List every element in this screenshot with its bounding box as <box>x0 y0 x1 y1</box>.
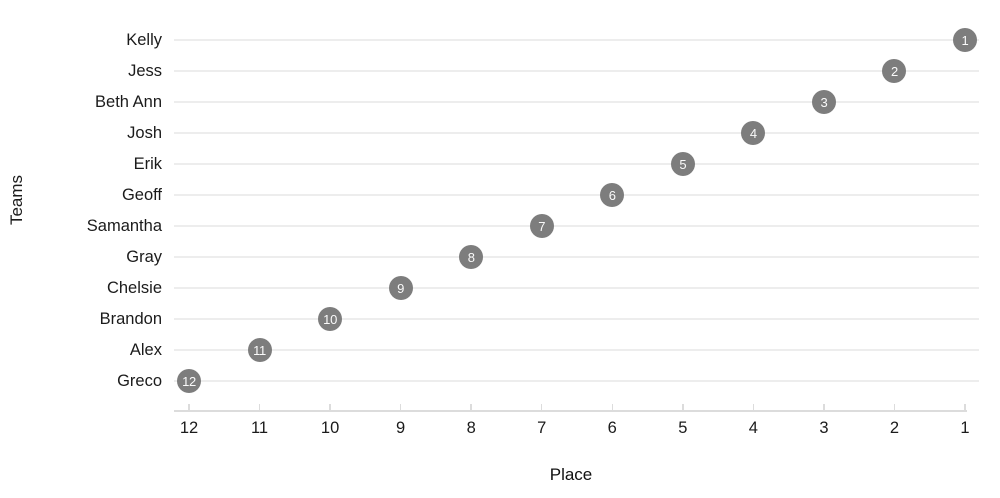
x-tick <box>682 404 684 410</box>
x-tick <box>258 404 261 410</box>
y-tick-label: Samantha <box>86 217 162 235</box>
x-tick-label: 9 <box>396 419 406 437</box>
gridline <box>174 194 979 196</box>
gridline <box>174 287 979 289</box>
y-tick-label: Josh <box>127 124 162 142</box>
x-tick-label: 1 <box>960 419 970 437</box>
x-tick-label: 3 <box>819 419 829 437</box>
x-tick-label: 7 <box>537 419 547 437</box>
y-tick-label: Beth Ann <box>95 93 162 111</box>
gridline <box>174 39 979 41</box>
x-tick <box>188 404 190 410</box>
data-point-dot: 5 <box>670 152 695 176</box>
data-point-dot: 4 <box>741 121 766 145</box>
x-tick-label: 4 <box>748 419 758 437</box>
gridline <box>174 349 979 351</box>
x-tick-label: 8 <box>466 419 476 437</box>
data-point-dot: 3 <box>811 90 836 114</box>
y-tick-label: Chelsie <box>106 279 162 297</box>
x-tick <box>540 404 543 410</box>
y-tick-label: Jess <box>128 62 162 80</box>
y-tick-label: Greco <box>117 372 162 390</box>
y-tick-label: Gray <box>126 248 162 266</box>
x-tick-label: 12 <box>179 419 199 437</box>
x-axis-title: Place <box>549 465 593 484</box>
x-tick <box>399 404 402 410</box>
y-tick-label: Erik <box>133 155 162 173</box>
gridline <box>174 318 979 320</box>
gridline <box>174 132 979 134</box>
data-point-dot: 2 <box>882 59 907 83</box>
gridline <box>174 101 979 103</box>
data-point-dot: 1 <box>953 28 977 52</box>
x-tick-label: 6 <box>607 419 617 437</box>
x-tick <box>964 404 966 410</box>
gridline <box>174 380 979 382</box>
gridline <box>174 256 979 258</box>
x-tick <box>470 404 472 410</box>
x-tick <box>329 404 331 410</box>
x-tick-label: 5 <box>678 419 688 437</box>
data-point-dot: 10 <box>318 307 343 331</box>
gridline <box>174 70 979 72</box>
x-tick-label: 11 <box>250 419 269 437</box>
x-tick <box>893 404 896 410</box>
data-point-dot: 12 <box>177 369 201 393</box>
data-point-dot: 9 <box>388 276 413 300</box>
data-point-dot: 6 <box>600 183 625 207</box>
y-tick-label: Brandon <box>99 310 162 328</box>
x-tick-label: 2 <box>889 419 900 437</box>
x-tick <box>752 404 755 410</box>
data-point-dot: 8 <box>459 245 484 269</box>
gridline <box>174 163 979 165</box>
x-tick <box>611 404 614 410</box>
data-point-dot: 11 <box>247 338 272 362</box>
gridline <box>174 225 979 227</box>
x-tick <box>823 404 825 410</box>
data-point-dot: 7 <box>529 214 554 238</box>
x-axis-line <box>174 410 967 412</box>
y-tick-label: Alex <box>129 341 162 359</box>
y-tick-label: Geoff <box>121 186 162 204</box>
x-tick-label: 10 <box>320 419 340 437</box>
y-tick-label: Kelly <box>126 31 162 49</box>
